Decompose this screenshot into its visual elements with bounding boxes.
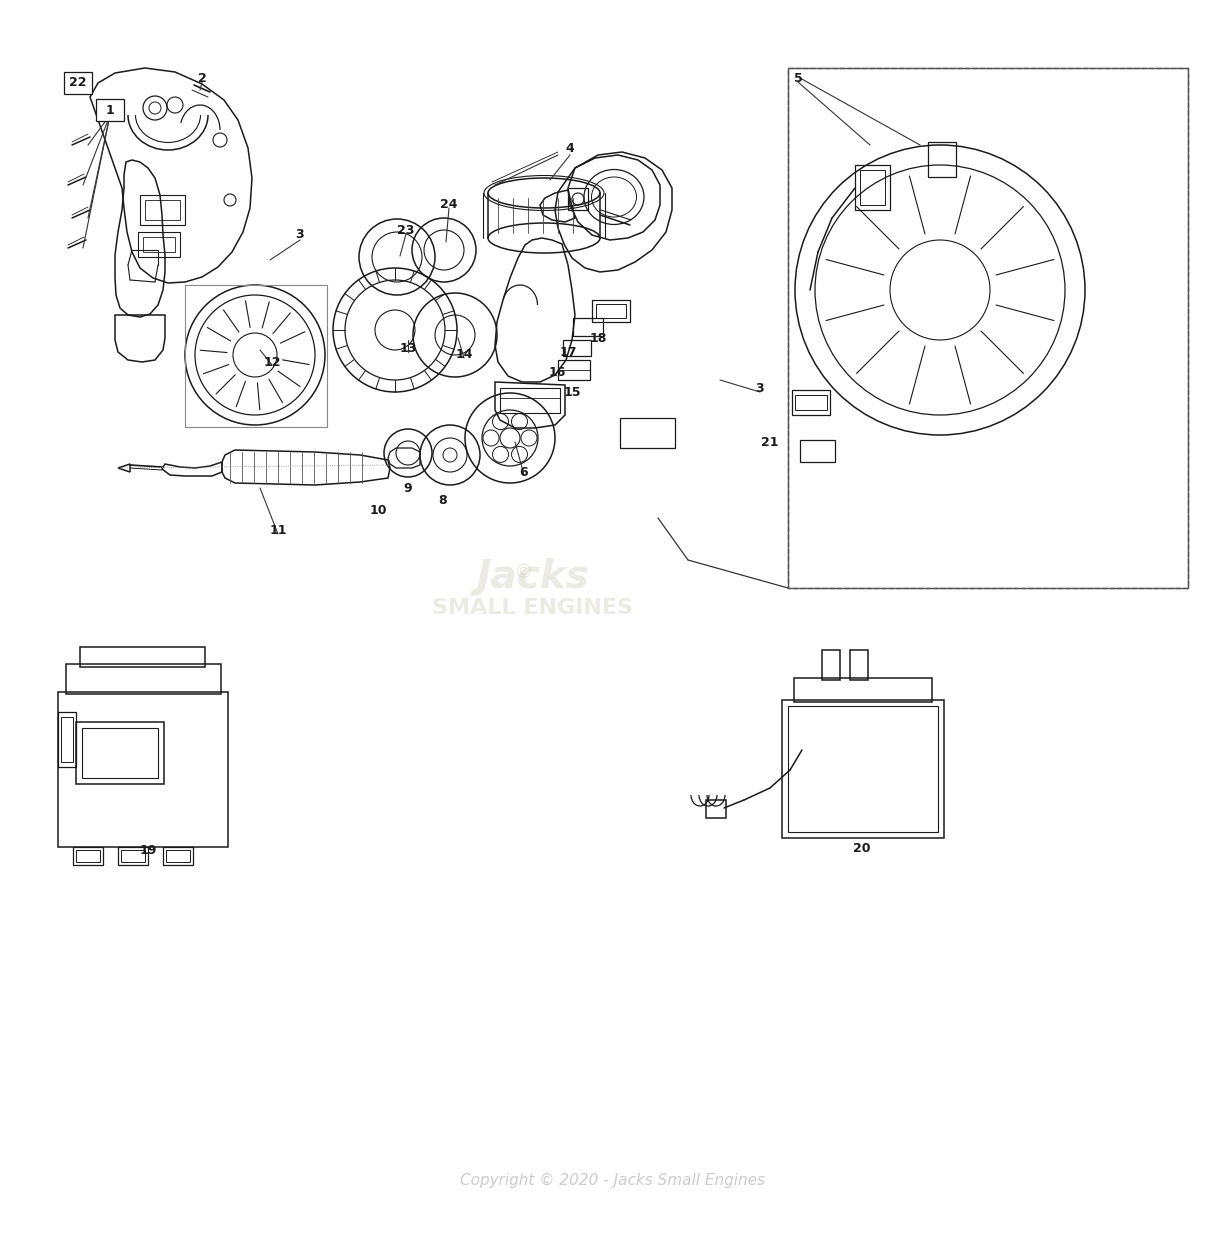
Text: 5: 5 (794, 72, 802, 84)
Bar (96, 99, 124, 122)
Bar (500, 388, 560, 413)
Text: 13: 13 (399, 341, 417, 355)
Bar (145, 200, 180, 219)
Text: 20: 20 (854, 842, 871, 854)
Bar (706, 800, 726, 818)
Text: 2: 2 (197, 72, 206, 84)
Text: 21: 21 (761, 436, 779, 450)
Text: 12: 12 (263, 356, 281, 368)
Bar (788, 68, 1188, 588)
Text: 24: 24 (440, 198, 458, 212)
Bar (800, 440, 835, 463)
Bar (564, 340, 590, 356)
Text: 14: 14 (456, 348, 473, 362)
Bar (788, 68, 1188, 588)
Bar (795, 396, 827, 410)
Text: 15: 15 (564, 387, 581, 399)
Bar (568, 188, 588, 210)
Text: 1: 1 (105, 103, 114, 117)
Bar (929, 143, 956, 177)
Text: 8: 8 (439, 494, 447, 506)
Bar (185, 285, 327, 427)
Bar (140, 195, 185, 224)
Text: SMALL ENGINES: SMALL ENGINES (432, 598, 633, 618)
Text: 22: 22 (70, 77, 87, 89)
Text: 3: 3 (756, 382, 764, 394)
Bar (822, 650, 840, 680)
Bar (620, 418, 675, 448)
Text: 17: 17 (560, 346, 577, 360)
Text: 18: 18 (589, 331, 606, 345)
Text: 16: 16 (549, 366, 566, 378)
Bar (118, 847, 148, 866)
Bar (138, 232, 180, 257)
Bar (597, 304, 626, 317)
Bar (793, 391, 831, 415)
Bar (163, 847, 194, 866)
Text: Jacks: Jacks (477, 558, 589, 595)
Bar (80, 647, 205, 667)
Bar (167, 849, 190, 862)
Bar (76, 849, 100, 862)
Bar (143, 237, 175, 252)
Text: 6: 6 (519, 465, 528, 479)
Bar (860, 170, 884, 205)
Text: 11: 11 (270, 523, 287, 537)
Bar (121, 849, 145, 862)
Text: 19: 19 (140, 843, 157, 857)
Bar (855, 165, 891, 210)
Bar (559, 360, 590, 379)
Bar (788, 706, 938, 832)
Text: Copyright © 2020 - Jacks Small Engines: Copyright © 2020 - Jacks Small Engines (461, 1173, 764, 1188)
Bar (66, 663, 220, 694)
Bar (64, 72, 92, 94)
Text: 23: 23 (397, 223, 415, 237)
Bar (58, 712, 76, 768)
Text: 4: 4 (566, 141, 575, 155)
Bar (74, 847, 103, 866)
Bar (573, 317, 603, 336)
Bar (58, 692, 228, 847)
Bar (782, 701, 944, 838)
Bar (61, 717, 74, 763)
Bar (82, 728, 158, 777)
Text: 9: 9 (404, 481, 413, 495)
Text: ©: © (513, 563, 533, 583)
Text: 3: 3 (295, 228, 304, 242)
Bar (794, 678, 932, 702)
Bar (592, 300, 630, 322)
Text: 10: 10 (369, 503, 387, 517)
Bar (850, 650, 869, 680)
Bar (76, 722, 164, 784)
